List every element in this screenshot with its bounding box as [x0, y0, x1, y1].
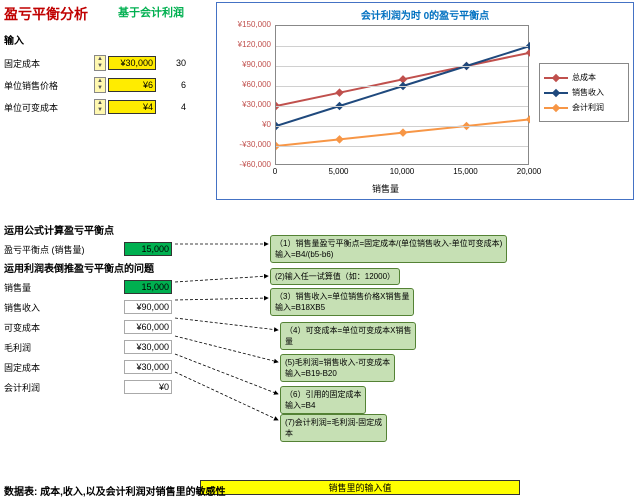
income-value: ¥0 — [124, 380, 172, 394]
income-label: 会计利润 — [4, 381, 124, 394]
income-row: 毛利润 ¥30,000 — [4, 339, 172, 355]
y-tick: -¥30,000 — [221, 140, 271, 149]
series-marker — [335, 135, 343, 143]
income-label: 销售量 — [4, 281, 124, 294]
note-box: (7)会计利润=毛利润-固定成 本 — [280, 414, 387, 442]
legend-item: 销售收入 — [544, 87, 624, 98]
formula-header: 运用公式计算盈亏平衡点 — [4, 222, 172, 237]
input-block: 输入 固定成本 ▲▼ ¥30,000 30 单位销售价格 ▲▼ ¥6 6 单位可变成… — [4, 32, 186, 117]
income-row: 固定成本 ¥30,000 — [4, 359, 172, 375]
input-value[interactable]: ¥6 — [108, 78, 156, 92]
spinner[interactable]: ▲▼ — [94, 55, 106, 71]
legend-label: 会计利润 — [572, 102, 604, 113]
legend-label: 总成本 — [572, 72, 596, 83]
input-label: 单位销售价格 — [4, 79, 94, 92]
page-title: 盈亏平衡分析 — [4, 4, 88, 24]
formula-value[interactable]: 15,000 — [124, 242, 172, 256]
y-tick: ¥30,000 — [221, 100, 271, 109]
x-tick: 5,000 — [328, 167, 348, 176]
note-box: (5)毛利润=销售收入-可变成本 输入=B19-B20 — [280, 354, 395, 382]
income-block: 运用利润表倒推盈亏平衡点的问题 销售量 15,000销售收入 ¥90,000可变… — [4, 260, 172, 397]
income-label: 毛利润 — [4, 341, 124, 354]
series-marker — [399, 128, 407, 136]
y-tick: ¥0 — [221, 120, 271, 129]
legend-label: 销售收入 — [572, 87, 604, 98]
input-num: 4 — [156, 102, 186, 112]
note-arrow — [175, 318, 278, 330]
note-box: （3）销售收入=单位销售价格X销售量 输入=B18XB5 — [270, 288, 414, 316]
series-marker — [335, 88, 343, 96]
income-label: 固定成本 — [4, 361, 124, 374]
x-tick: 20,000 — [517, 167, 541, 176]
chart-frame: 会计利润为时 0的盈亏平衡点 ¥150,000 ¥120,000 ¥90,000 ¥6… — [216, 2, 634, 200]
note-box: (2)输入任一试算值（如：12000） — [270, 268, 400, 285]
chart-legend: 总成本销售收入会计利润 — [539, 63, 629, 122]
formula-row: 盈亏平衡点 (销售量) 15,000 — [4, 241, 172, 257]
series-marker — [526, 115, 530, 123]
series-marker — [526, 48, 530, 56]
note-arrow — [175, 298, 268, 300]
formula-label: 盈亏平衡点 (销售量) — [4, 243, 124, 256]
note-box: （1）销售量盈亏平衡点=固定成本/(单位销售收入-单位可变成本) 输入=B4/(… — [270, 235, 507, 263]
sensitivity-header: 数据表: 成本,收入,以及会计利润对销售里的敏感性 — [4, 483, 636, 498]
spinner[interactable]: ▲▼ — [94, 99, 106, 115]
y-tick: ¥90,000 — [221, 60, 271, 69]
input-row: 单位可变成本 ▲▼ ¥4 4 — [4, 99, 186, 115]
income-row: 可变成本 ¥60,000 — [4, 319, 172, 335]
income-value: ¥60,000 — [124, 320, 172, 334]
sensitivity-block: 数据表: 成本,收入,以及会计利润对销售里的敏感性 — [4, 483, 636, 498]
note-arrow — [175, 276, 268, 282]
y-tick: ¥60,000 — [221, 80, 271, 89]
page-subtitle: 基于会计利润 — [118, 4, 184, 20]
legend-item: 会计利润 — [544, 102, 624, 113]
chart-plot — [275, 25, 529, 165]
income-value: ¥30,000 — [124, 360, 172, 374]
formula-block: 运用公式计算盈亏平衡点 盈亏平衡点 (销售量) 15,000 — [4, 222, 172, 259]
income-value: ¥90,000 — [124, 300, 172, 314]
input-label: 单位可变成本 — [4, 101, 94, 114]
note-box: （6）引用的固定成本 输入=B4 — [280, 386, 366, 414]
note-arrow — [175, 336, 278, 362]
y-tick: ¥150,000 — [221, 20, 271, 29]
income-value: ¥30,000 — [124, 340, 172, 354]
input-header: 输入 — [4, 32, 186, 47]
note-arrow — [175, 354, 278, 394]
input-num: 30 — [156, 58, 186, 68]
note-box: （4）可变成本=单位可变成本X销售 量 — [280, 322, 416, 350]
income-row: 销售收入 ¥90,000 — [4, 299, 172, 315]
input-num: 6 — [156, 80, 186, 90]
income-value[interactable]: 15,000 — [124, 280, 172, 294]
input-label: 固定成本 — [4, 57, 94, 70]
income-row: 销售量 15,000 — [4, 279, 172, 295]
chart-title: 会计利润为时 0的盈亏平衡点 — [361, 7, 489, 22]
income-label: 可变成本 — [4, 321, 124, 334]
note-arrow — [175, 372, 278, 420]
input-row: 固定成本 ▲▼ ¥30,000 30 — [4, 55, 186, 71]
y-tick: -¥60,000 — [221, 160, 271, 169]
spinner[interactable]: ▲▼ — [94, 77, 106, 93]
x-tick: 0 — [273, 167, 277, 176]
legend-item: 总成本 — [544, 72, 624, 83]
income-header: 运用利润表倒推盈亏平衡点的问题 — [4, 260, 172, 275]
input-value[interactable]: ¥30,000 — [108, 56, 156, 70]
x-tick: 15,000 — [453, 167, 477, 176]
income-label: 销售收入 — [4, 301, 124, 314]
chart-xlabel: 销售量 — [372, 182, 399, 195]
input-row: 单位销售价格 ▲▼ ¥6 6 — [4, 77, 186, 93]
input-value[interactable]: ¥4 — [108, 100, 156, 114]
y-tick: ¥120,000 — [221, 40, 271, 49]
x-tick: 10,000 — [390, 167, 414, 176]
income-row: 会计利润 ¥0 — [4, 379, 172, 395]
